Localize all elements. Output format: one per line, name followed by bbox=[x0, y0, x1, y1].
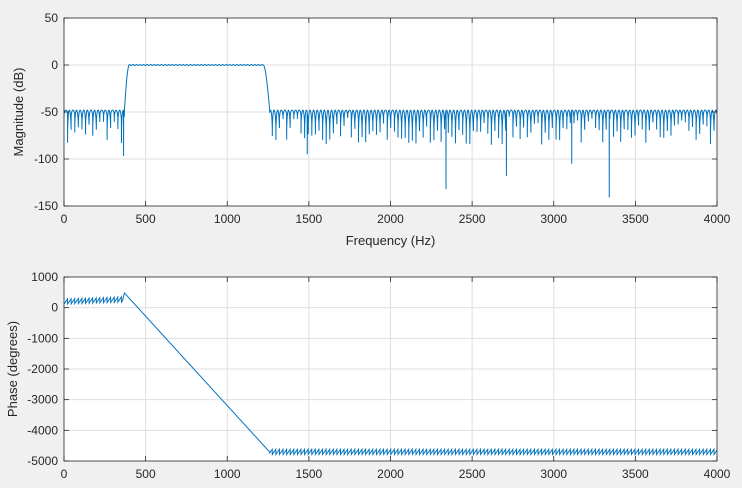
y-tick-label: -1000 bbox=[27, 331, 58, 345]
x-tick-label: 2500 bbox=[459, 467, 486, 481]
x-tick-label: 1500 bbox=[296, 212, 323, 226]
x-tick-label: 4000 bbox=[704, 212, 731, 226]
y-tick-label: 50 bbox=[45, 11, 59, 25]
x-tick-label: 4000 bbox=[704, 467, 731, 481]
magnitude-series-line bbox=[64, 64, 717, 198]
x-tick-label: 2000 bbox=[377, 467, 404, 481]
x-tick-label: 0 bbox=[61, 467, 68, 481]
x-tick-label: 500 bbox=[136, 212, 156, 226]
x-tick-label: 3000 bbox=[540, 467, 567, 481]
y-axis-label: Phase (degrees) bbox=[5, 321, 20, 417]
y-tick-label: -100 bbox=[34, 152, 58, 166]
y-axis-label: Magnitude (dB) bbox=[11, 68, 26, 157]
y-tick-label: -4000 bbox=[27, 423, 58, 437]
y-tick-label: 1000 bbox=[31, 270, 58, 284]
y-tick-label: -150 bbox=[34, 199, 58, 213]
phase-axes[interactable]: 0 500 1000 1500 2000 2500 3000 3500 4000 -5000 -40… bbox=[5, 270, 731, 481]
x-axis-label: Frequency (Hz) bbox=[346, 233, 436, 248]
y-tick-label: -3000 bbox=[27, 393, 58, 407]
x-tick-label: 0 bbox=[61, 212, 68, 226]
x-tick-label: 2500 bbox=[459, 212, 486, 226]
y-tick-label: 0 bbox=[51, 301, 58, 315]
x-tick-label: 500 bbox=[136, 467, 156, 481]
y-tick-label: -2000 bbox=[27, 362, 58, 376]
phase-series-line bbox=[64, 291, 717, 457]
x-tick-label: 3500 bbox=[622, 212, 649, 226]
x-tick-label: 3000 bbox=[540, 212, 567, 226]
x-tick-label: 3500 bbox=[622, 467, 649, 481]
magnitude-axes[interactable]: 0 500 1000 1500 2000 2500 3000 3500 4000-150-100… bbox=[11, 11, 731, 248]
y-tick-label: -50 bbox=[41, 105, 59, 119]
x-tick-label: 1000 bbox=[214, 467, 241, 481]
x-tick-label: 2000 bbox=[377, 212, 404, 226]
y-tick-label: 0 bbox=[51, 58, 58, 72]
x-tick-label: 1000 bbox=[214, 212, 241, 226]
y-tick-label: -5000 bbox=[27, 454, 58, 468]
x-tick-label: 1500 bbox=[296, 467, 323, 481]
